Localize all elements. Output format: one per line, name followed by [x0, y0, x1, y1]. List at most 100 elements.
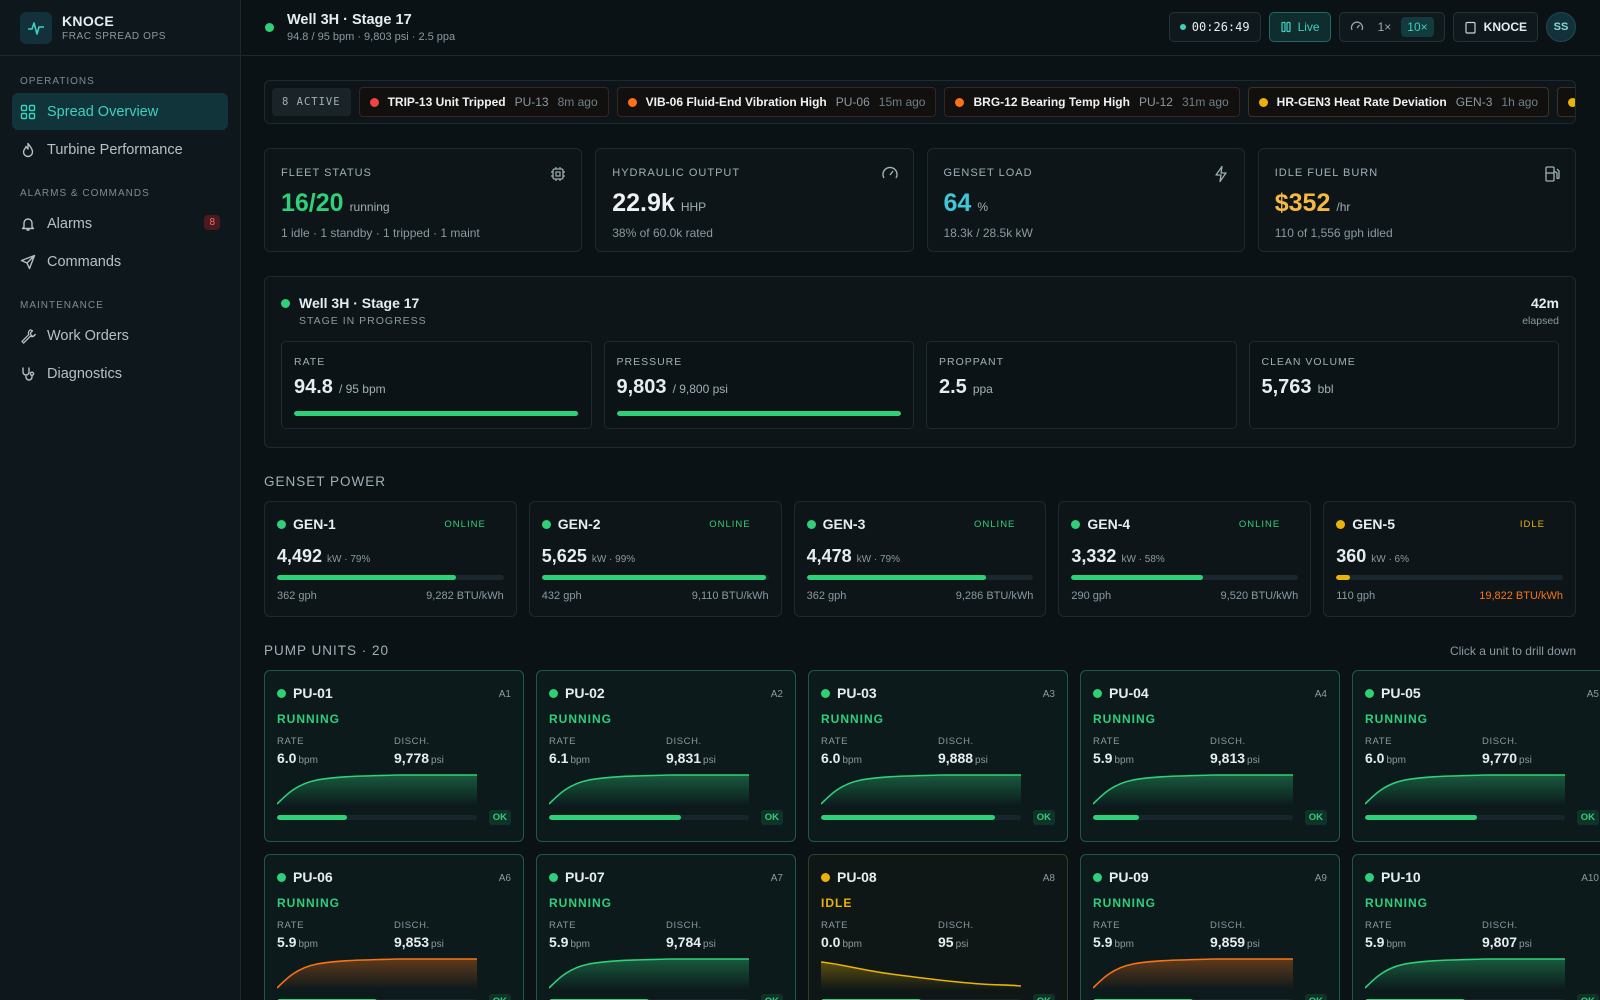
alarm-chip[interactable]: SVC- [1557, 87, 1575, 117]
active-alarm-count: 8 ACTIVE [272, 88, 351, 116]
genset-heat-rate: 9,110 BTU/kWh [691, 590, 769, 602]
pump-rate-value: 5.9 [1365, 934, 1385, 950]
genset-status-dot [1336, 519, 1346, 529]
genset-name: GEN-2 [557, 516, 601, 532]
speed-1x-button[interactable]: 1× [1377, 20, 1392, 34]
pump-state: RUNNING [1365, 712, 1428, 726]
pump-sparkline [821, 961, 1021, 990]
pump-ok-badge: OK [1032, 994, 1055, 1000]
user-avatar[interactable]: SS [1546, 12, 1576, 42]
genset-load-fill [1071, 575, 1203, 580]
pump-disch: DISCH. 9,770 psi [1482, 736, 1599, 766]
pump-name: PU-01 [293, 685, 333, 701]
metric-unit: / 9,800 psi [672, 382, 728, 396]
pump-ok-badge: OK [1576, 994, 1599, 1000]
kpi-subtext: 18.3k / 28.5k kW [943, 226, 1033, 240]
stethoscope-icon [22, 367, 35, 381]
alarm-severity-dot [1568, 97, 1575, 107]
genset-card[interactable]: GEN-1 ONLINE 4,492 kW · 79% 362 gph 9,282 BTU… [264, 501, 517, 617]
alarm-chip[interactable]: HR-GEN3 Heat Rate Deviation GEN-3 1h ago [1247, 87, 1550, 117]
genset-card[interactable]: GEN-3 ONLINE 4,478 kW · 79% 362 gph 9,286 BTU… [793, 501, 1047, 617]
playback-speed-control: 1× 10× [1338, 12, 1445, 42]
genset-name: GEN-1 [293, 516, 336, 532]
metric-progress-fill [294, 411, 578, 416]
kpi-subtext: 110 of 1,556 gph idled [1274, 226, 1393, 240]
pump-status-dot [277, 688, 286, 698]
speed-10x-button[interactable]: 10× [1401, 17, 1434, 37]
alarm-chip[interactable]: VIB-06 Fluid-End Vibration High PU-06 15m … [616, 87, 937, 117]
kpi-card: HYDRAULIC OUTPUT 22.9k HHP 38% of 60.0k rat… [595, 148, 914, 252]
genset-heat-rate: 9,282 BTU/kWh [426, 590, 504, 602]
genset-load-fill [541, 575, 767, 580]
pump-disch-label: DISCH. [394, 736, 430, 747]
genset-name: GEN-3 [822, 516, 866, 532]
pump-sparkline [1365, 774, 1565, 806]
pump-slot: A4 [1314, 689, 1327, 700]
live-toggle-button[interactable]: Live [1268, 12, 1331, 42]
top-header: Well 3H · Stage 17 94.8 / 95 bpm · 9,803… [241, 0, 1600, 56]
kpi-subtext: 38% of 60.0k rated [612, 226, 713, 240]
flame-icon [22, 142, 34, 157]
sidebar-item-diagnostics[interactable]: Diagnostics [12, 355, 228, 392]
alarm-chip[interactable]: BRG-12 Bearing Temp High PU-12 31m ago [944, 87, 1240, 117]
pump-ok-badge: OK [1304, 994, 1327, 1000]
pump-sparkline [1093, 958, 1293, 990]
pump-health-bar [1093, 815, 1293, 820]
kpi-value: 22.9k [612, 189, 675, 217]
sidebar-item-spread-overview[interactable]: Spread Overview [12, 93, 228, 130]
pump-disch-unit: psi [431, 939, 444, 950]
genset-load-bar [1336, 575, 1563, 580]
sidebar: KNOCE FRAC SPREAD OPS OPERATIONS Spread … [0, 0, 241, 1000]
metric-value: 5,763 [1261, 376, 1312, 398]
alarm-time: 8m ago [557, 95, 598, 109]
pump-ok-badge: OK [760, 994, 783, 1000]
sidebar-item-turbine-performance[interactable]: Turbine Performance [12, 131, 228, 168]
pump-health-bar [549, 815, 749, 820]
site-selector-button[interactable]: KNOCE [1452, 12, 1538, 42]
genset-power-unit: kW · 58% [1121, 554, 1165, 565]
pump-unit-card[interactable]: PU-01 A1 RUNNING RATE 6.0 bpm DISCH. 9,778 psi OK [264, 670, 524, 842]
brand[interactable]: KNOCE FRAC SPREAD OPS [0, 0, 240, 56]
pump-unit-card[interactable]: PU-04 A4 RUNNING RATE 5.9 bpm DISCH. 9,813 psi OK [1080, 670, 1340, 842]
alarm-chip[interactable]: TRIP-13 Unit Tripped PU-13 8m ago [358, 87, 609, 117]
sidebar-item-work-orders[interactable]: Work Orders [12, 317, 228, 354]
sidebar-item-alarms[interactable]: Alarms 8 [12, 205, 228, 242]
pump-disch: DISCH. 9,831 psi [666, 736, 783, 766]
pump-disch: DISCH. 9,888 psi [938, 736, 1055, 766]
metric-label: CLEAN VOLUME [1261, 356, 1356, 368]
stage-status: STAGE IN PROGRESS [299, 315, 427, 327]
nav-section-alarms-commands: ALARMS & COMMANDS [20, 188, 150, 199]
metric-unit: ppa [972, 382, 993, 396]
gauge-icon [881, 166, 898, 179]
sidebar-item-commands[interactable]: Commands [12, 243, 228, 280]
pump-disch-label: DISCH. [1482, 920, 1518, 931]
pump-slot: A6 [498, 873, 511, 884]
genset-card[interactable]: GEN-2 ONLINE 5,625 kW · 99% 432 gph 9,110 BTU… [528, 501, 782, 617]
pump-unit-card[interactable]: PU-02 A2 RUNNING RATE 6.1 bpm DISCH. 9,831 psi OK [536, 670, 796, 842]
kpi-card: FLEET STATUS 16/20 running 1 idle · 1 stand… [264, 148, 583, 252]
pump-health-bar [277, 815, 477, 820]
pump-slot: A7 [770, 873, 783, 884]
pump-unit-card[interactable]: PU-03 A3 RUNNING RATE 6.0 bpm DISCH. 9,888 psi OK [808, 670, 1068, 842]
kpi-unit: % [977, 200, 988, 214]
pump-section-title: PUMP UNITS · 20 [264, 643, 390, 658]
pump-rate-label: RATE [1365, 736, 1393, 747]
pump-slot: A1 [498, 689, 511, 700]
genset-power-unit: kW · 6% [1371, 554, 1410, 565]
speedometer-icon [1350, 21, 1363, 31]
genset-card[interactable]: GEN-4 ONLINE 3,332 kW · 58% 290 gph 9,520 BTU… [1058, 501, 1312, 617]
pump-unit-card[interactable]: PU-05 A5 RUNNING RATE 6.0 bpm DISCH. 9,770 psi OK [1352, 670, 1600, 842]
genset-power-unit: kW · 79% [856, 554, 900, 565]
stage-elapsed: 42m elapsed [1522, 295, 1559, 327]
genset-card[interactable]: GEN-5 IDLE 360 kW · 6% 110 gph 19,822 BTU/kWh [1323, 501, 1576, 617]
pump-disch-unit: psi [431, 755, 444, 766]
pump-ok-badge: OK [1576, 810, 1599, 825]
kpi-label: FLEET STATUS [281, 167, 372, 179]
pump-disch: DISCH. 9,807 psi [1482, 920, 1599, 950]
pump-name: PU-06 [293, 869, 333, 885]
